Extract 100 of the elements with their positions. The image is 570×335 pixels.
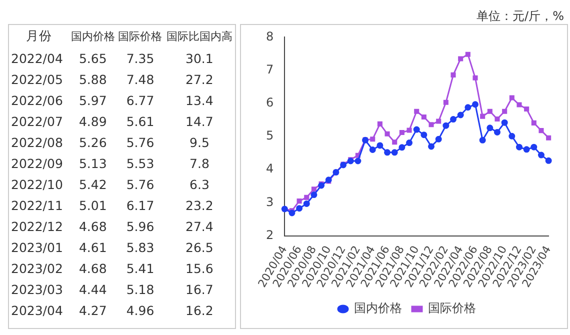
data-label: 16.2: [184, 302, 214, 320]
point: [303, 200, 310, 207]
data-label: 4.61: [78, 239, 108, 257]
point: [472, 75, 478, 80]
data-label: 7.35: [125, 50, 156, 68]
point: [304, 194, 310, 200]
category-label: 2022/06: [10, 92, 64, 110]
category-label: 2022/07: [10, 113, 64, 131]
y-tick-label: 8: [266, 29, 274, 44]
data-label: 6.77: [125, 92, 156, 110]
data-label: 23.2: [184, 197, 214, 215]
text: 月份: [25, 27, 54, 45]
data-label: 15.6: [184, 260, 214, 278]
point: [465, 52, 470, 57]
y-tick-label: 6: [266, 96, 274, 110]
point: [384, 131, 390, 136]
point: [458, 56, 464, 62]
data-label: 6.3: [188, 176, 210, 194]
data-label: 5.26: [78, 134, 108, 152]
point: [310, 192, 318, 198]
point: [442, 122, 450, 129]
point: [392, 140, 398, 145]
text: 国际比国内高: [165, 29, 234, 45]
point: [384, 149, 391, 156]
point: [487, 108, 492, 114]
point: [436, 118, 442, 124]
y-tick-label: 3: [266, 194, 274, 209]
data-label: 5.88: [78, 71, 108, 89]
data-label: 4.44: [78, 281, 108, 299]
data-label: 4.68: [78, 218, 108, 236]
category-label: 2022/05: [10, 71, 64, 89]
point: [530, 144, 538, 150]
point: [370, 136, 376, 142]
point: [501, 119, 508, 126]
point: [406, 128, 412, 133]
point: [318, 182, 325, 189]
category-label: 2022/08: [10, 134, 64, 152]
point: [413, 126, 420, 133]
data-label: 4.68: [78, 260, 108, 278]
point: [369, 146, 376, 154]
category-label: 2022/10: [10, 176, 64, 194]
data-label: 5.13: [78, 155, 108, 173]
point: [428, 143, 435, 150]
data-label: 9.5: [188, 134, 210, 152]
data-label: 5.76: [125, 176, 156, 194]
data-label: 5.96: [125, 218, 156, 236]
point: [420, 132, 428, 138]
data-label: 27.4: [184, 218, 214, 236]
data-label: 5.65: [78, 50, 108, 68]
point: [479, 136, 486, 144]
category-label: 2022/12: [10, 218, 64, 236]
point: [443, 100, 448, 105]
category-label: 2022/04: [10, 50, 64, 68]
data-label: 5.61: [125, 113, 156, 131]
y-tick-label: 4: [266, 162, 274, 176]
point: [296, 205, 303, 212]
data-label: 6.17: [125, 197, 156, 215]
point: [450, 116, 457, 123]
point: [399, 130, 404, 136]
point: [391, 149, 398, 156]
point: [398, 144, 406, 151]
data-label: 5.76: [125, 134, 156, 152]
data-label: 30.1: [184, 50, 214, 68]
point: [414, 108, 420, 114]
data-label: 7.48: [125, 71, 156, 89]
point: [428, 122, 434, 128]
point: [464, 104, 472, 111]
legend-label: 国内价格: [354, 301, 402, 316]
point: [516, 144, 522, 150]
category-label: 2022/09: [10, 155, 64, 173]
data-label: 5.18: [125, 281, 156, 299]
point: [531, 120, 536, 126]
category-label: 2023/04: [10, 302, 64, 320]
data-label: 14.7: [184, 113, 214, 131]
point: [376, 142, 384, 149]
point: [435, 136, 442, 142]
data-label: 13.4: [184, 92, 214, 110]
point: [406, 140, 413, 146]
point: [377, 121, 382, 126]
point: [480, 114, 486, 119]
data-label: 16.7: [184, 281, 214, 299]
data-label: 5.42: [78, 176, 108, 194]
legend-label: 国际价格: [428, 301, 476, 316]
point: [486, 124, 494, 132]
point: [509, 95, 514, 100]
data-label: 5.41: [125, 260, 156, 278]
point: [516, 102, 522, 108]
point: [421, 114, 426, 120]
data-label: 27.2: [184, 71, 214, 89]
point: [450, 72, 456, 78]
data-label: 5.83: [125, 239, 156, 257]
data-label: 4.96: [125, 302, 156, 320]
category-label: 2023/03: [10, 281, 64, 299]
point: [524, 106, 530, 112]
text: 单位：元/斤，%: [476, 9, 564, 23]
data-label: 26.5: [184, 239, 214, 257]
point: [494, 128, 500, 136]
category-label: 2023/01: [10, 239, 64, 257]
data-label: 7.8: [188, 155, 210, 173]
data-label: 4.89: [78, 113, 108, 131]
